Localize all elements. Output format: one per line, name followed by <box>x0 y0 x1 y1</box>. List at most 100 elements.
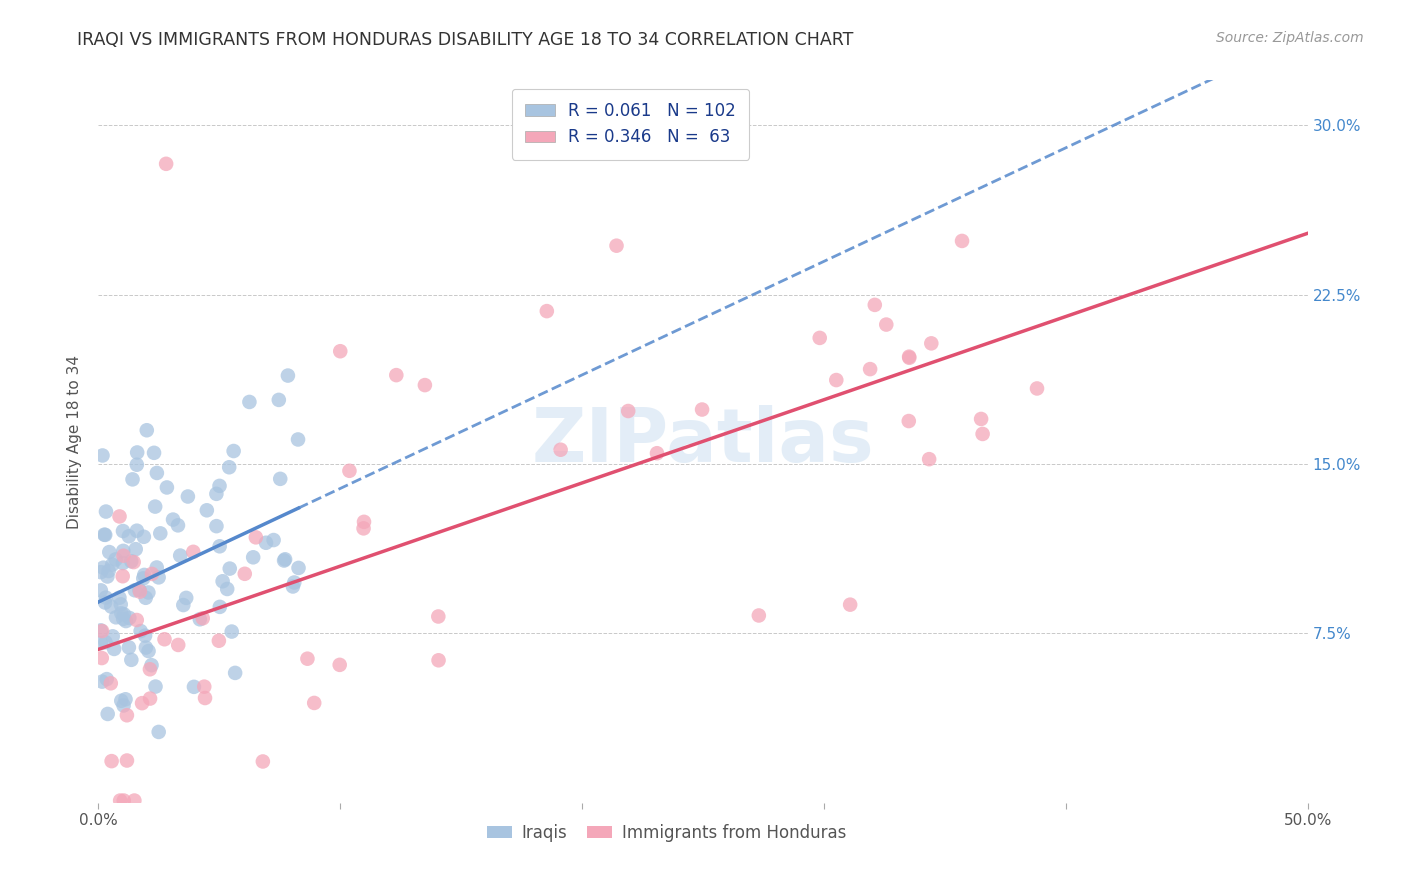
Legend: Iraqis, Immigrants from Honduras: Iraqis, Immigrants from Honduras <box>479 817 853 848</box>
Point <box>115 614 138 628</box>
Point <box>274 552 297 566</box>
Point <box>273 553 295 567</box>
Point <box>101 558 124 572</box>
Point <box>94 528 117 542</box>
Point <box>690 402 713 417</box>
Point <box>287 561 309 575</box>
Point <box>245 530 267 544</box>
Point <box>188 612 211 626</box>
Point <box>302 696 325 710</box>
Point <box>146 466 169 480</box>
Point <box>875 318 897 332</box>
Point <box>91 449 114 463</box>
Point <box>536 304 558 318</box>
Point <box>217 582 239 596</box>
Point <box>110 694 132 708</box>
Point <box>97 564 120 578</box>
Point <box>101 629 124 643</box>
Point <box>98 545 121 559</box>
Point <box>143 500 166 514</box>
Point <box>972 426 994 441</box>
Point <box>748 608 770 623</box>
Point <box>108 509 131 524</box>
Point <box>353 515 375 529</box>
Point <box>120 653 142 667</box>
Point <box>112 793 135 807</box>
Point <box>93 527 115 541</box>
Point <box>167 638 190 652</box>
Point <box>94 591 117 605</box>
Point <box>898 350 921 364</box>
Point <box>191 611 214 625</box>
Point <box>859 362 882 376</box>
Point <box>111 569 134 583</box>
Point <box>104 552 127 566</box>
Point <box>122 555 145 569</box>
Point <box>100 676 122 690</box>
Point <box>100 754 122 768</box>
Point <box>121 472 143 486</box>
Point <box>263 533 285 547</box>
Point <box>112 544 135 558</box>
Point <box>111 556 134 570</box>
Point <box>124 793 146 807</box>
Point <box>208 479 231 493</box>
Point <box>128 582 150 597</box>
Point <box>125 524 148 538</box>
Point <box>149 526 172 541</box>
Point <box>118 611 141 625</box>
Point <box>897 414 920 428</box>
Point <box>413 378 436 392</box>
Point <box>111 524 134 538</box>
Point <box>898 351 921 365</box>
Point <box>238 395 260 409</box>
Point <box>108 793 131 807</box>
Y-axis label: Disability Age 18 to 34: Disability Age 18 to 34 <box>67 354 83 529</box>
Point <box>167 518 190 533</box>
Point <box>353 521 375 535</box>
Point <box>110 607 132 621</box>
Point <box>115 708 138 723</box>
Point <box>97 706 120 721</box>
Point <box>605 238 627 252</box>
Point <box>329 657 352 672</box>
Point <box>205 519 228 533</box>
Point <box>222 444 245 458</box>
Point <box>94 595 117 609</box>
Point <box>242 550 264 565</box>
Point <box>195 503 218 517</box>
Point <box>825 373 848 387</box>
Point <box>193 680 215 694</box>
Point <box>950 234 973 248</box>
Point <box>90 636 112 650</box>
Point <box>194 691 217 706</box>
Point <box>233 566 256 581</box>
Point <box>920 336 942 351</box>
Text: IRAQI VS IMMIGRANTS FROM HONDURAS DISABILITY AGE 18 TO 34 CORRELATION CHART: IRAQI VS IMMIGRANTS FROM HONDURAS DISABI… <box>77 31 853 49</box>
Point <box>120 554 142 568</box>
Point <box>91 674 114 689</box>
Point <box>617 404 640 418</box>
Point <box>96 569 118 583</box>
Point <box>297 651 319 665</box>
Point <box>205 487 228 501</box>
Point <box>218 561 240 575</box>
Point <box>129 584 152 599</box>
Point <box>329 344 352 359</box>
Point <box>108 591 131 605</box>
Point <box>863 298 886 312</box>
Point <box>139 662 162 676</box>
Point <box>181 545 204 559</box>
Point <box>132 571 155 585</box>
Point <box>252 755 274 769</box>
Point <box>138 644 160 658</box>
Point <box>90 583 112 598</box>
Point <box>283 575 305 590</box>
Point <box>143 446 166 460</box>
Point <box>153 632 176 647</box>
Point <box>218 460 240 475</box>
Point <box>839 598 862 612</box>
Point <box>174 591 197 605</box>
Point <box>183 680 205 694</box>
Point <box>221 624 243 639</box>
